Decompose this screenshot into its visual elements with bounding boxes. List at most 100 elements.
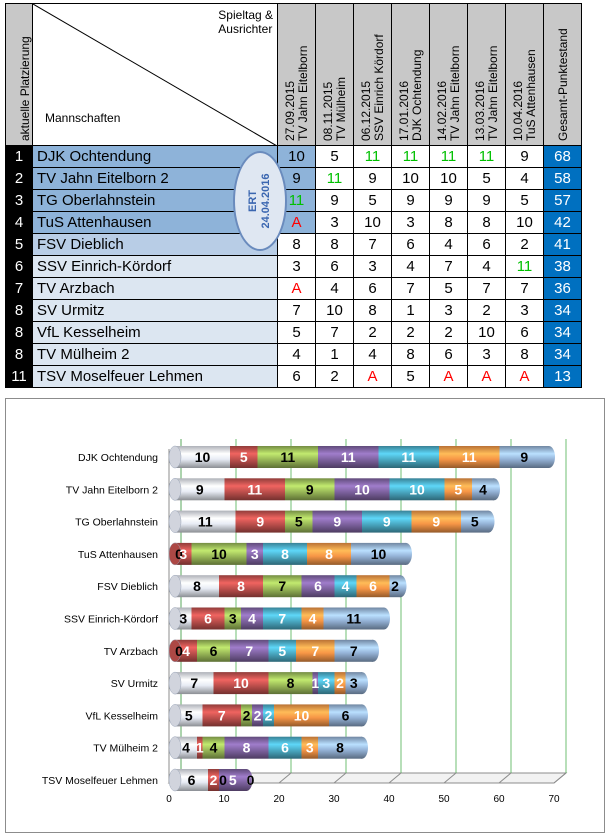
bar-segment	[301, 736, 318, 759]
standings-table-container: aktuelle Platzierung Spieltag & Ausrichter…	[5, 3, 582, 388]
bar-start-cap	[168, 607, 182, 630]
data-label: 8	[281, 546, 289, 562]
data-label: 9	[383, 514, 391, 530]
category-label: TG Oberlahnstein	[75, 517, 158, 529]
bar-segment	[362, 510, 412, 533]
bar-segment	[175, 510, 236, 533]
bar-segment	[191, 542, 247, 565]
bar-segment	[334, 575, 357, 598]
data-label: 5	[278, 643, 286, 659]
score-cell: 3	[391, 211, 430, 234]
data-label: 7	[311, 643, 319, 659]
ert-badge: ERT 24.04.2016	[233, 151, 287, 251]
team-cell: FSV Dieblich	[32, 233, 278, 256]
score-cell: 4	[429, 233, 468, 256]
header-spieltag-text: Spieltag &	[218, 8, 273, 22]
bar-segment	[389, 478, 445, 501]
round-label: 06.12.2015 SSV Einrich Kördorf	[358, 34, 386, 141]
data-label: 3	[322, 675, 330, 691]
data-label: 4	[182, 740, 190, 756]
data-label: 2	[336, 675, 344, 691]
header-round-1: 27.09.2015 TV Jahn Eitelborn	[277, 3, 316, 146]
bar-segment	[230, 639, 269, 662]
score-cell: A	[467, 365, 506, 388]
team-cell: TV Arzbach	[32, 277, 278, 300]
data-label: 9	[196, 481, 204, 497]
score-cell: 10	[467, 321, 506, 344]
bar-segment	[224, 736, 269, 759]
round-host: TV Jahn Eitelborn	[295, 45, 310, 141]
header-mannschaften: Mannschaften	[45, 111, 121, 125]
bar-start-cap	[168, 574, 182, 598]
floor-tick	[498, 772, 512, 784]
floor-tick	[388, 772, 402, 784]
data-label: 2	[210, 772, 218, 788]
bar-segment	[213, 672, 269, 695]
data-label: 3	[306, 740, 314, 756]
table-row: 11 TSV Moselfeuer Lehmen 6 2 A 5 A A A 13	[5, 365, 582, 388]
data-label: 3	[350, 675, 358, 691]
score-cell: 6	[505, 321, 544, 344]
round-host: TV Jahn Eitelborn	[447, 45, 462, 141]
round-date: 17.01.2016	[396, 80, 411, 141]
bar-segment	[439, 446, 500, 468]
bar-segment	[444, 478, 472, 501]
table-row: 7 TV Arzbach A 4 6 7 5 7 7 36	[5, 277, 582, 300]
score-cell: 1	[391, 299, 430, 322]
bar-end-cap	[400, 542, 412, 565]
data-label: 10	[195, 449, 211, 465]
total-cell: 34	[543, 321, 582, 344]
team-cell: TSV Moselfeuer Lehmen	[32, 365, 278, 388]
score-cell: 3	[429, 299, 468, 322]
data-label: 8	[287, 675, 295, 691]
total-cell: 34	[543, 343, 582, 366]
bar-segment	[268, 672, 313, 695]
header-round-2: 08.11.2015 TV Mülheim	[315, 3, 354, 146]
rank-cell: 8	[5, 299, 33, 322]
score-cell: 6	[391, 233, 430, 256]
score-cell: 6	[277, 365, 316, 388]
bar-segment	[274, 704, 329, 727]
bar-segment	[219, 769, 247, 791]
bar-segment	[208, 769, 219, 791]
category-label: SSV Einrich-Kördorf	[64, 614, 158, 626]
data-label: 6	[369, 578, 377, 594]
data-label: 11	[198, 514, 213, 530]
data-label: 9	[256, 514, 264, 530]
bar-segment	[197, 736, 203, 759]
bar-end-cap	[356, 704, 368, 727]
data-label: 5	[471, 514, 479, 530]
score-cell: 2	[467, 299, 506, 322]
data-label: 6	[210, 643, 218, 659]
round-label: 10.04.2016 TuS Attenhausen	[511, 49, 538, 141]
data-label: 0	[247, 772, 255, 788]
score-cell: 3	[505, 299, 544, 322]
data-label: 2	[243, 707, 251, 723]
bar-segment	[175, 575, 219, 598]
team-cell: SSV Einrich-Kördorf	[32, 255, 278, 278]
bar-segment	[318, 736, 362, 759]
round-host: TV Jahn Eitelborn	[485, 45, 500, 141]
rank-cell: 8	[5, 343, 33, 366]
score-cell: 8	[505, 343, 544, 366]
bar-segment	[197, 639, 230, 662]
data-label: 5	[185, 707, 193, 723]
data-label: 0	[247, 772, 255, 788]
total-cell: 36	[543, 277, 582, 300]
score-cell: 10	[505, 211, 544, 234]
score-cell: 8	[391, 343, 430, 366]
round-date: 06.12.2015	[358, 80, 373, 141]
floor-tick	[278, 772, 292, 784]
data-label: 2	[265, 707, 273, 723]
bar-segment	[411, 510, 461, 533]
category-label: VfL Kesselheim	[85, 710, 158, 722]
bar-segment	[312, 672, 318, 695]
header-round-5: 14.02.2016 TV Jahn Eitelborn	[429, 3, 468, 146]
round-host: SSV Einrich Kördorf	[371, 34, 386, 141]
bar-segment	[191, 607, 225, 630]
bar-segment	[175, 672, 214, 695]
score-cell: 11	[391, 145, 430, 168]
team-cell: SV Urmitz	[32, 299, 278, 322]
bar-end-cap	[394, 575, 407, 598]
table-row: 4 TuS Attenhausen A 3 10 3 8 8 10 42	[5, 211, 582, 234]
